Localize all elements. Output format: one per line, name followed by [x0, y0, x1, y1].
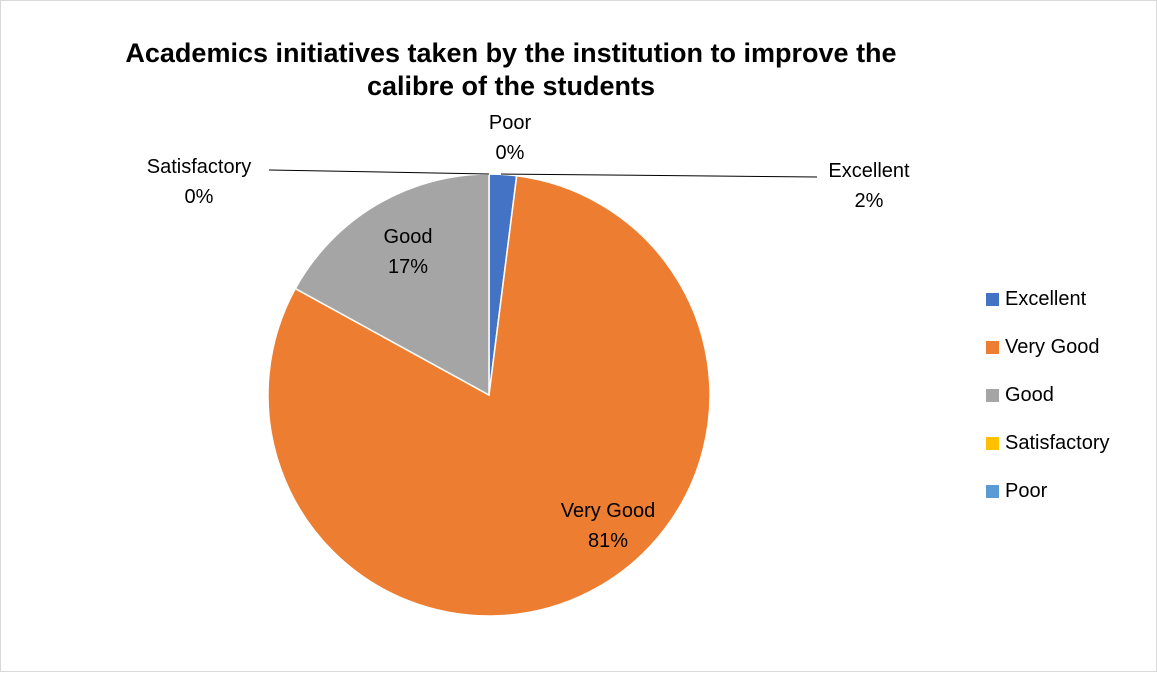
leader-line-satisfactory: [268, 169, 490, 175]
legend-swatch-satisfactory: [986, 436, 999, 450]
legend-item-very-good: Very Good: [986, 331, 1109, 363]
legend-label-very-good: Very Good: [1005, 335, 1100, 358]
legend-label-poor: Poor: [1005, 479, 1048, 502]
label-very-good-name: Very Good: [561, 500, 656, 522]
legend-label-good: Good: [1005, 383, 1054, 406]
pie-slices: [267, 173, 711, 617]
leader-lines: [268, 169, 818, 178]
legend-item-poor: Poor: [986, 475, 1109, 507]
label-very-good-value: 81%: [588, 530, 628, 552]
label-good-name: Good: [384, 226, 433, 248]
legend-item-good: Good: [986, 379, 1109, 411]
label-excellent-value: 2%: [855, 190, 884, 212]
leader-line-excellent: [500, 173, 818, 178]
label-excellent-name: Excellent: [828, 160, 910, 182]
label-satisfactory-value: 0%: [185, 186, 214, 208]
label-good-value: 17%: [388, 256, 428, 278]
pie-slice-good: [294, 173, 490, 397]
label-satisfactory-name: Satisfactory: [147, 156, 251, 178]
legend-item-excellent: Excellent: [986, 283, 1109, 315]
label-poor-value: 0%: [496, 142, 525, 164]
legend-swatch-good: [986, 388, 999, 402]
pie-slice-very-good: [267, 174, 711, 617]
legend-label-satisfactory: Satisfactory: [1005, 431, 1110, 454]
label-poor-name: Poor: [489, 112, 532, 134]
legend-item-satisfactory: Satisfactory: [986, 427, 1109, 459]
legend-swatch-very-good: [986, 340, 999, 354]
legend-swatch-poor: [986, 484, 999, 498]
chart-legend: Excellent Very Good Good Satisfactory Po…: [986, 283, 1109, 523]
legend-label-excellent: Excellent: [1005, 287, 1087, 310]
legend-swatch-excellent: [986, 292, 999, 306]
chart-title: Academics initiatives taken by the insti…: [125, 38, 897, 101]
